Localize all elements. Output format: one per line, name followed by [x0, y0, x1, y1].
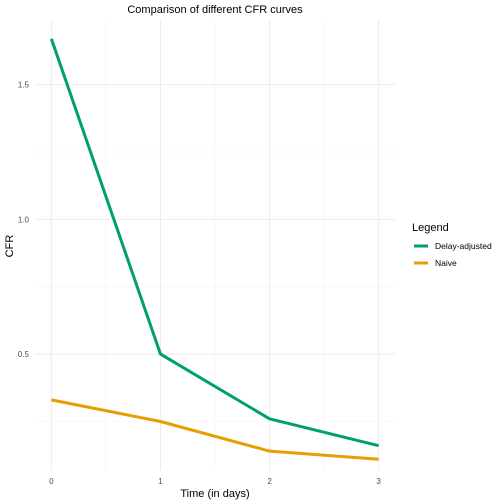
series-line-delay-adjusted	[49, 38, 379, 448]
x-tick-label: 1	[158, 477, 163, 486]
x-tick-label: 3	[376, 477, 381, 486]
tick-labels: 0 1 2 3 0.5 1.0 1.5	[18, 81, 382, 486]
y-tick-label: 1.5	[18, 81, 30, 90]
series-lines	[49, 38, 379, 461]
legend-label: Naive	[435, 258, 457, 268]
legend-items: Delay-adjusted Naive	[414, 241, 492, 268]
y-axis-title: CFR	[4, 235, 16, 258]
grid	[35, 20, 395, 470]
legend-title: Legend	[412, 222, 449, 234]
legend-label: Delay-adjusted	[435, 241, 492, 251]
chart-title: Comparison of different CFR curves	[127, 4, 303, 16]
y-tick-label: 1.0	[18, 215, 30, 224]
legend: Legend Delay-adjusted Naive	[412, 222, 492, 268]
x-tick-label: 0	[49, 477, 54, 486]
x-axis-title: Time (in days)	[180, 488, 249, 500]
series-line-naive	[51, 398, 379, 461]
y-tick-label: 0.5	[18, 350, 30, 359]
x-tick-label: 2	[267, 477, 272, 486]
